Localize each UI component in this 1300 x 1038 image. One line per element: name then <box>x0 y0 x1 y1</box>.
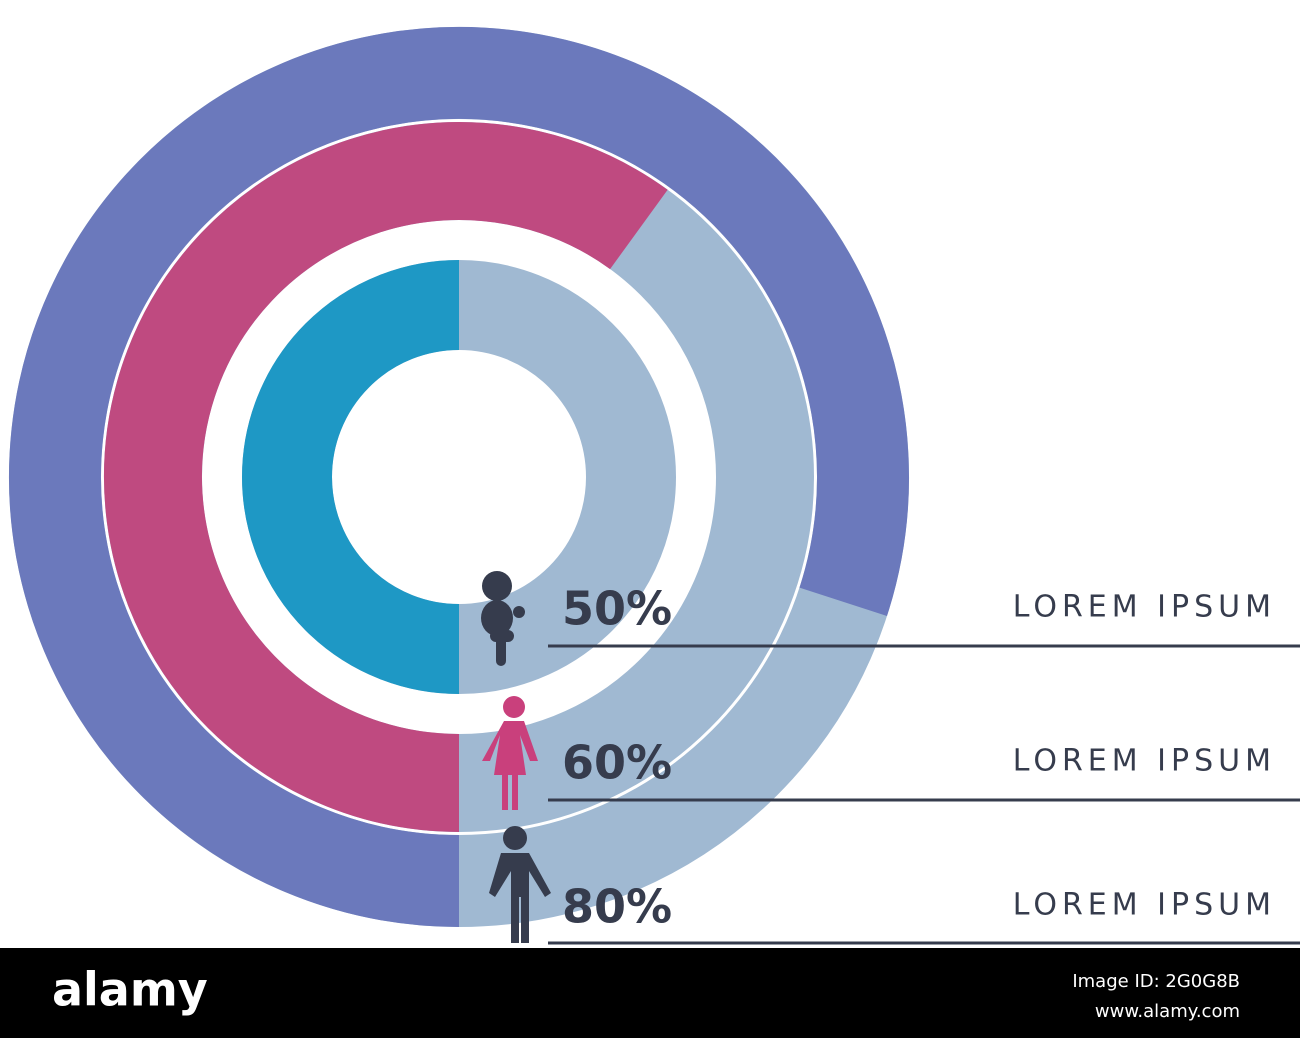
woman-icon <box>482 696 538 810</box>
ring-arc <box>104 122 668 832</box>
category-label: LOREM IPSUM <box>1013 590 1276 625</box>
man-icon <box>489 826 551 943</box>
labels: 50% LOREM IPSUM 60% LOREM IPSUM 80% LOREM IPS… <box>548 582 1300 945</box>
baby-icon <box>481 571 525 666</box>
value-label: 80% <box>562 880 672 934</box>
value-label: 60% <box>562 736 672 790</box>
watermark-brand: alamy <box>52 963 208 1017</box>
ring-arc <box>9 27 909 927</box>
ring-arc <box>242 260 460 694</box>
value-label: 50% <box>562 582 672 636</box>
icons <box>481 571 551 943</box>
watermark-url: www.alamy.com <box>1095 1001 1240 1022</box>
rings <box>9 27 909 927</box>
category-label: LOREM IPSUM <box>1013 744 1276 779</box>
watermark-id: Image ID: 2G0G8B <box>1072 971 1240 992</box>
watermark-bar <box>0 948 1300 1038</box>
category-label: LOREM IPSUM <box>1013 888 1276 923</box>
